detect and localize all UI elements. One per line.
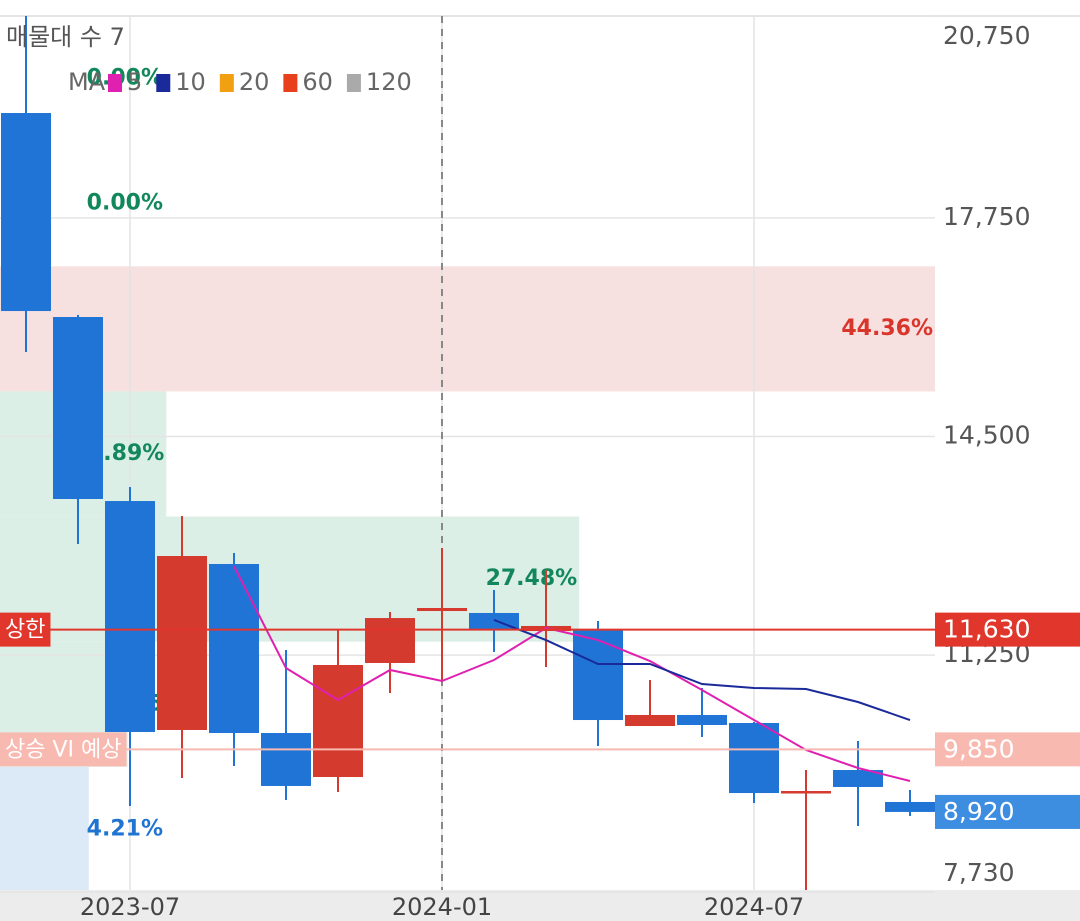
- price-box: [935, 732, 1080, 767]
- legend-entry: 10: [175, 68, 206, 96]
- candle-body: [313, 664, 363, 778]
- price-line-label: 상승 VI 예상: [5, 737, 122, 762]
- volume-label: 27.48%: [486, 566, 578, 591]
- volume-label: 0.00%: [87, 191, 163, 216]
- y-tick-label: 20,750: [943, 21, 1030, 50]
- legend-swatch: [283, 74, 298, 92]
- x-tick-label: 2024-01: [392, 893, 492, 921]
- candle-body: [677, 714, 727, 726]
- legend-swatch: [219, 74, 234, 92]
- price-line-label-box: [0, 732, 127, 767]
- candle-body: [417, 608, 467, 612]
- legend-entry: 60: [302, 68, 333, 96]
- ma-line: [233, 565, 911, 782]
- legend-label: MA: [68, 68, 106, 96]
- price-line-label-box: [0, 612, 51, 647]
- x-tick-label: 2023-07: [80, 893, 180, 921]
- candle-body: [261, 733, 311, 786]
- y-tick-label: 7,730: [943, 858, 1015, 887]
- price-box: [935, 612, 1080, 647]
- x-tick-label: 2024-07: [704, 893, 804, 921]
- candle-body: [53, 317, 103, 500]
- candle-body: [105, 501, 155, 733]
- price-box-label: 9,850: [943, 734, 1015, 763]
- legend-swatch: [108, 74, 122, 92]
- candle-body: [833, 770, 883, 787]
- candle-body: [1, 113, 51, 312]
- volume-label: 44.36%: [841, 316, 933, 341]
- legend-swatch: [156, 74, 171, 92]
- legend-entry: 20: [239, 68, 270, 96]
- y-tick-label: 14,500: [943, 421, 1030, 450]
- price-box-label: 11,630: [943, 615, 1030, 644]
- y-tick-label: 17,750: [943, 202, 1030, 231]
- volume-band: [0, 766, 89, 890]
- candle-body: [885, 801, 935, 812]
- legend-swatch: [346, 74, 361, 92]
- candle-body: [781, 791, 831, 794]
- volume-label: 0.00%: [87, 66, 163, 91]
- volume-label: 4.21%: [87, 816, 163, 841]
- legend-entry: 120: [366, 68, 412, 96]
- current-price-label: 8,920: [943, 797, 1015, 826]
- ma-line: [493, 619, 911, 721]
- candle-body: [209, 564, 259, 734]
- chart-title: 매물대 수 7: [6, 23, 125, 51]
- candle-body: [157, 555, 207, 730]
- candle-body: [625, 714, 675, 727]
- candle-body: [573, 630, 623, 721]
- candle-body: [729, 722, 779, 794]
- current-price-box: [935, 794, 1080, 829]
- candle-body: [365, 618, 415, 663]
- price-line-label: 상한: [5, 618, 45, 643]
- volume-band: [0, 266, 935, 392]
- x-axis-strip: [0, 890, 1080, 921]
- legend-entry: 5: [127, 68, 142, 96]
